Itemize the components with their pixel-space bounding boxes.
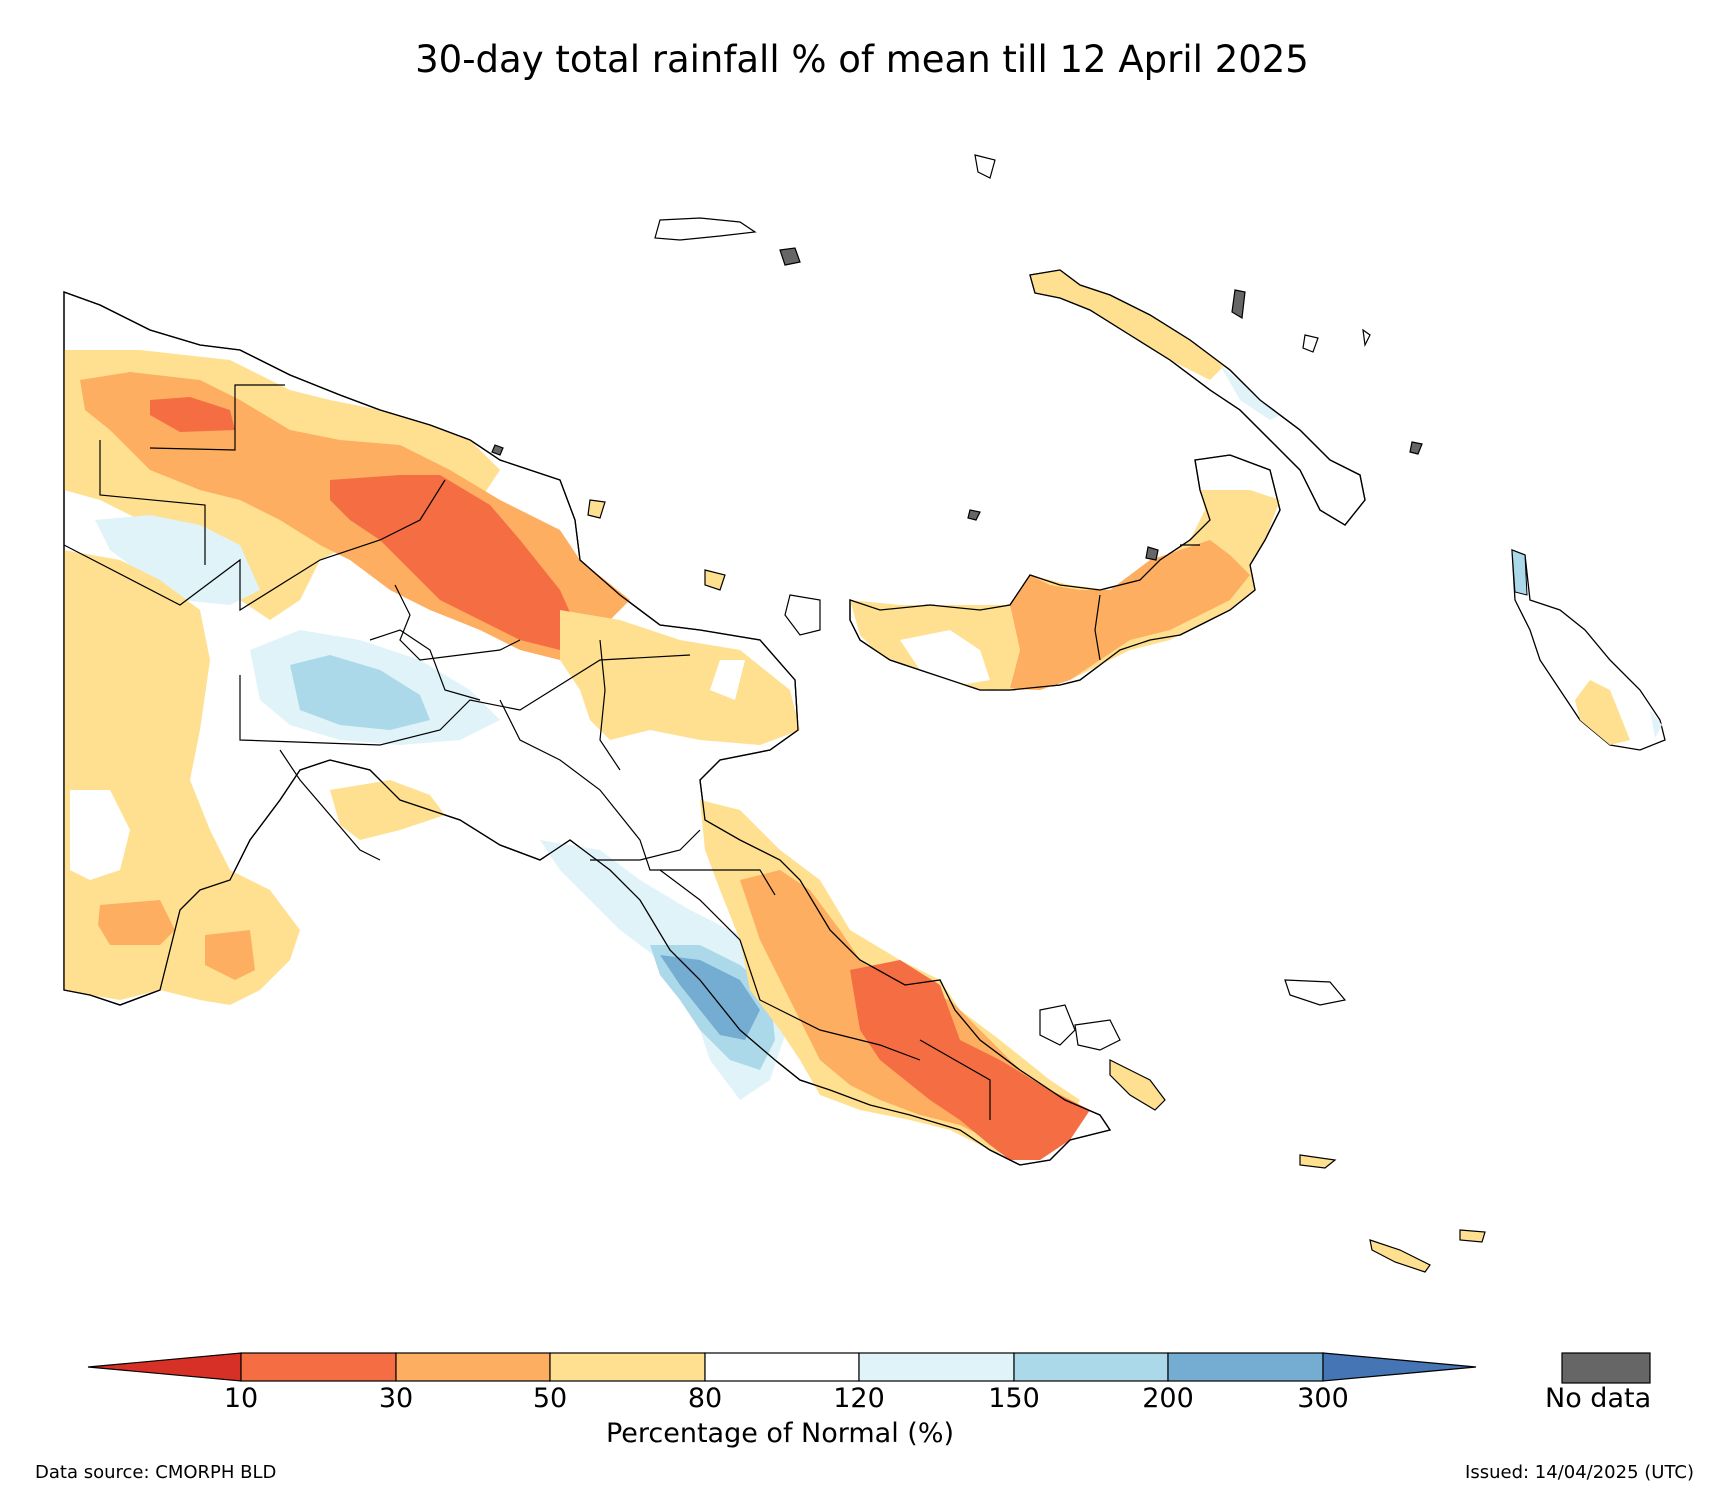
mussau-island (974, 154, 996, 179)
misima-island (1369, 1239, 1431, 1273)
umboi-island (784, 594, 821, 636)
colorbar-label: Percentage of Normal (%) (605, 1418, 955, 1449)
karkar-island (587, 499, 606, 519)
normanby-island (1109, 1059, 1166, 1111)
zone-50-80-southwest (64, 550, 300, 1005)
new-britain (849, 454, 1281, 691)
woodlark-island (1299, 1154, 1337, 1169)
zone-80-120-sepik-hole (710, 660, 745, 700)
colorbar-below-10 (87, 1352, 242, 1382)
fergusson-island (1039, 1004, 1076, 1046)
zone-50-80-bougainville (1575, 680, 1630, 745)
zone-120-150-bougainville-east (1650, 710, 1662, 738)
colorbar-200-300 (1167, 1352, 1324, 1382)
no-data-label: No data (1545, 1383, 1652, 1414)
colorbar-10-30 (240, 1352, 397, 1382)
no-data-island-g (967, 509, 981, 521)
zone-120-150-new-ireland (1220, 365, 1280, 420)
no-data-island-d (1145, 546, 1159, 561)
milne-bay-islands (1039, 979, 1486, 1273)
map-title: 30-day total rainfall % of mean till 12 … (415, 38, 1309, 81)
zone-80-120-new-britain-sw (900, 630, 990, 685)
zone-150-200-buka (1511, 549, 1528, 596)
zone-10-30-central (330, 475, 580, 650)
colorbar-tick: 50 (532, 1383, 568, 1414)
colorbar-tick: 300 (1297, 1383, 1349, 1414)
goodenough-island (1074, 1019, 1121, 1051)
zone-10-30-west (150, 397, 235, 432)
mainland (63, 291, 1112, 1166)
zone-150-200-highlands (290, 655, 430, 730)
new-ireland (1029, 269, 1366, 526)
zone-30-50-southwest-a (98, 900, 175, 945)
zone-50-80-fly-river (330, 780, 445, 840)
colorbar-150-200 (1013, 1352, 1169, 1382)
zone-50-80-new-ireland (1030, 270, 1225, 380)
zone-30-50-new-britain (1010, 540, 1250, 690)
zone-120-150-north (95, 515, 260, 605)
colorbar-50-80 (549, 1352, 706, 1382)
manus-island (654, 217, 757, 241)
long-island (704, 569, 726, 591)
colorbar (87, 1352, 1477, 1382)
zone-200-300-central (660, 955, 760, 1040)
colorbar-above-300 (1322, 1352, 1477, 1382)
no-data-island-b (1231, 289, 1246, 319)
zone-10-30-papuan-peninsula (850, 960, 1090, 1160)
colorbar-tick: 150 (988, 1383, 1040, 1414)
lihir-island (1302, 334, 1319, 353)
province-boundaries (63, 384, 991, 1120)
issued-date: Issued: 14/04/2025 (UTC) (1465, 1462, 1694, 1483)
bougainville (1511, 549, 1666, 751)
colorbar-tick: 30 (378, 1383, 414, 1414)
zone-80-120-southwest-hole (70, 790, 130, 880)
new-ireland-land (1029, 269, 1366, 526)
rossel-island (1459, 1229, 1486, 1243)
no-data-island-f (491, 444, 504, 456)
colorbar-tick: 120 (833, 1383, 885, 1414)
tanga-island (1362, 328, 1371, 348)
colorbar-120-150 (858, 1352, 1015, 1382)
colorbar-tick: 200 (1142, 1383, 1194, 1414)
no-data-island-a (779, 247, 801, 266)
trobriand-island (1284, 979, 1347, 1006)
data-source: Data source: CMORPH BLD (35, 1462, 277, 1483)
colorbar-tick: 10 (223, 1383, 259, 1414)
colorbar-30-50 (395, 1352, 551, 1382)
northern-islands (491, 154, 1423, 636)
colorbar-80-120 (704, 1352, 860, 1382)
zone-30-50-southwest-b (205, 930, 255, 980)
colorbar-tick: 80 (687, 1383, 723, 1414)
zone-50-80-north-coast (560, 610, 800, 745)
no-data-swatch (1561, 1352, 1651, 1384)
no-data-island-c (1409, 441, 1423, 455)
